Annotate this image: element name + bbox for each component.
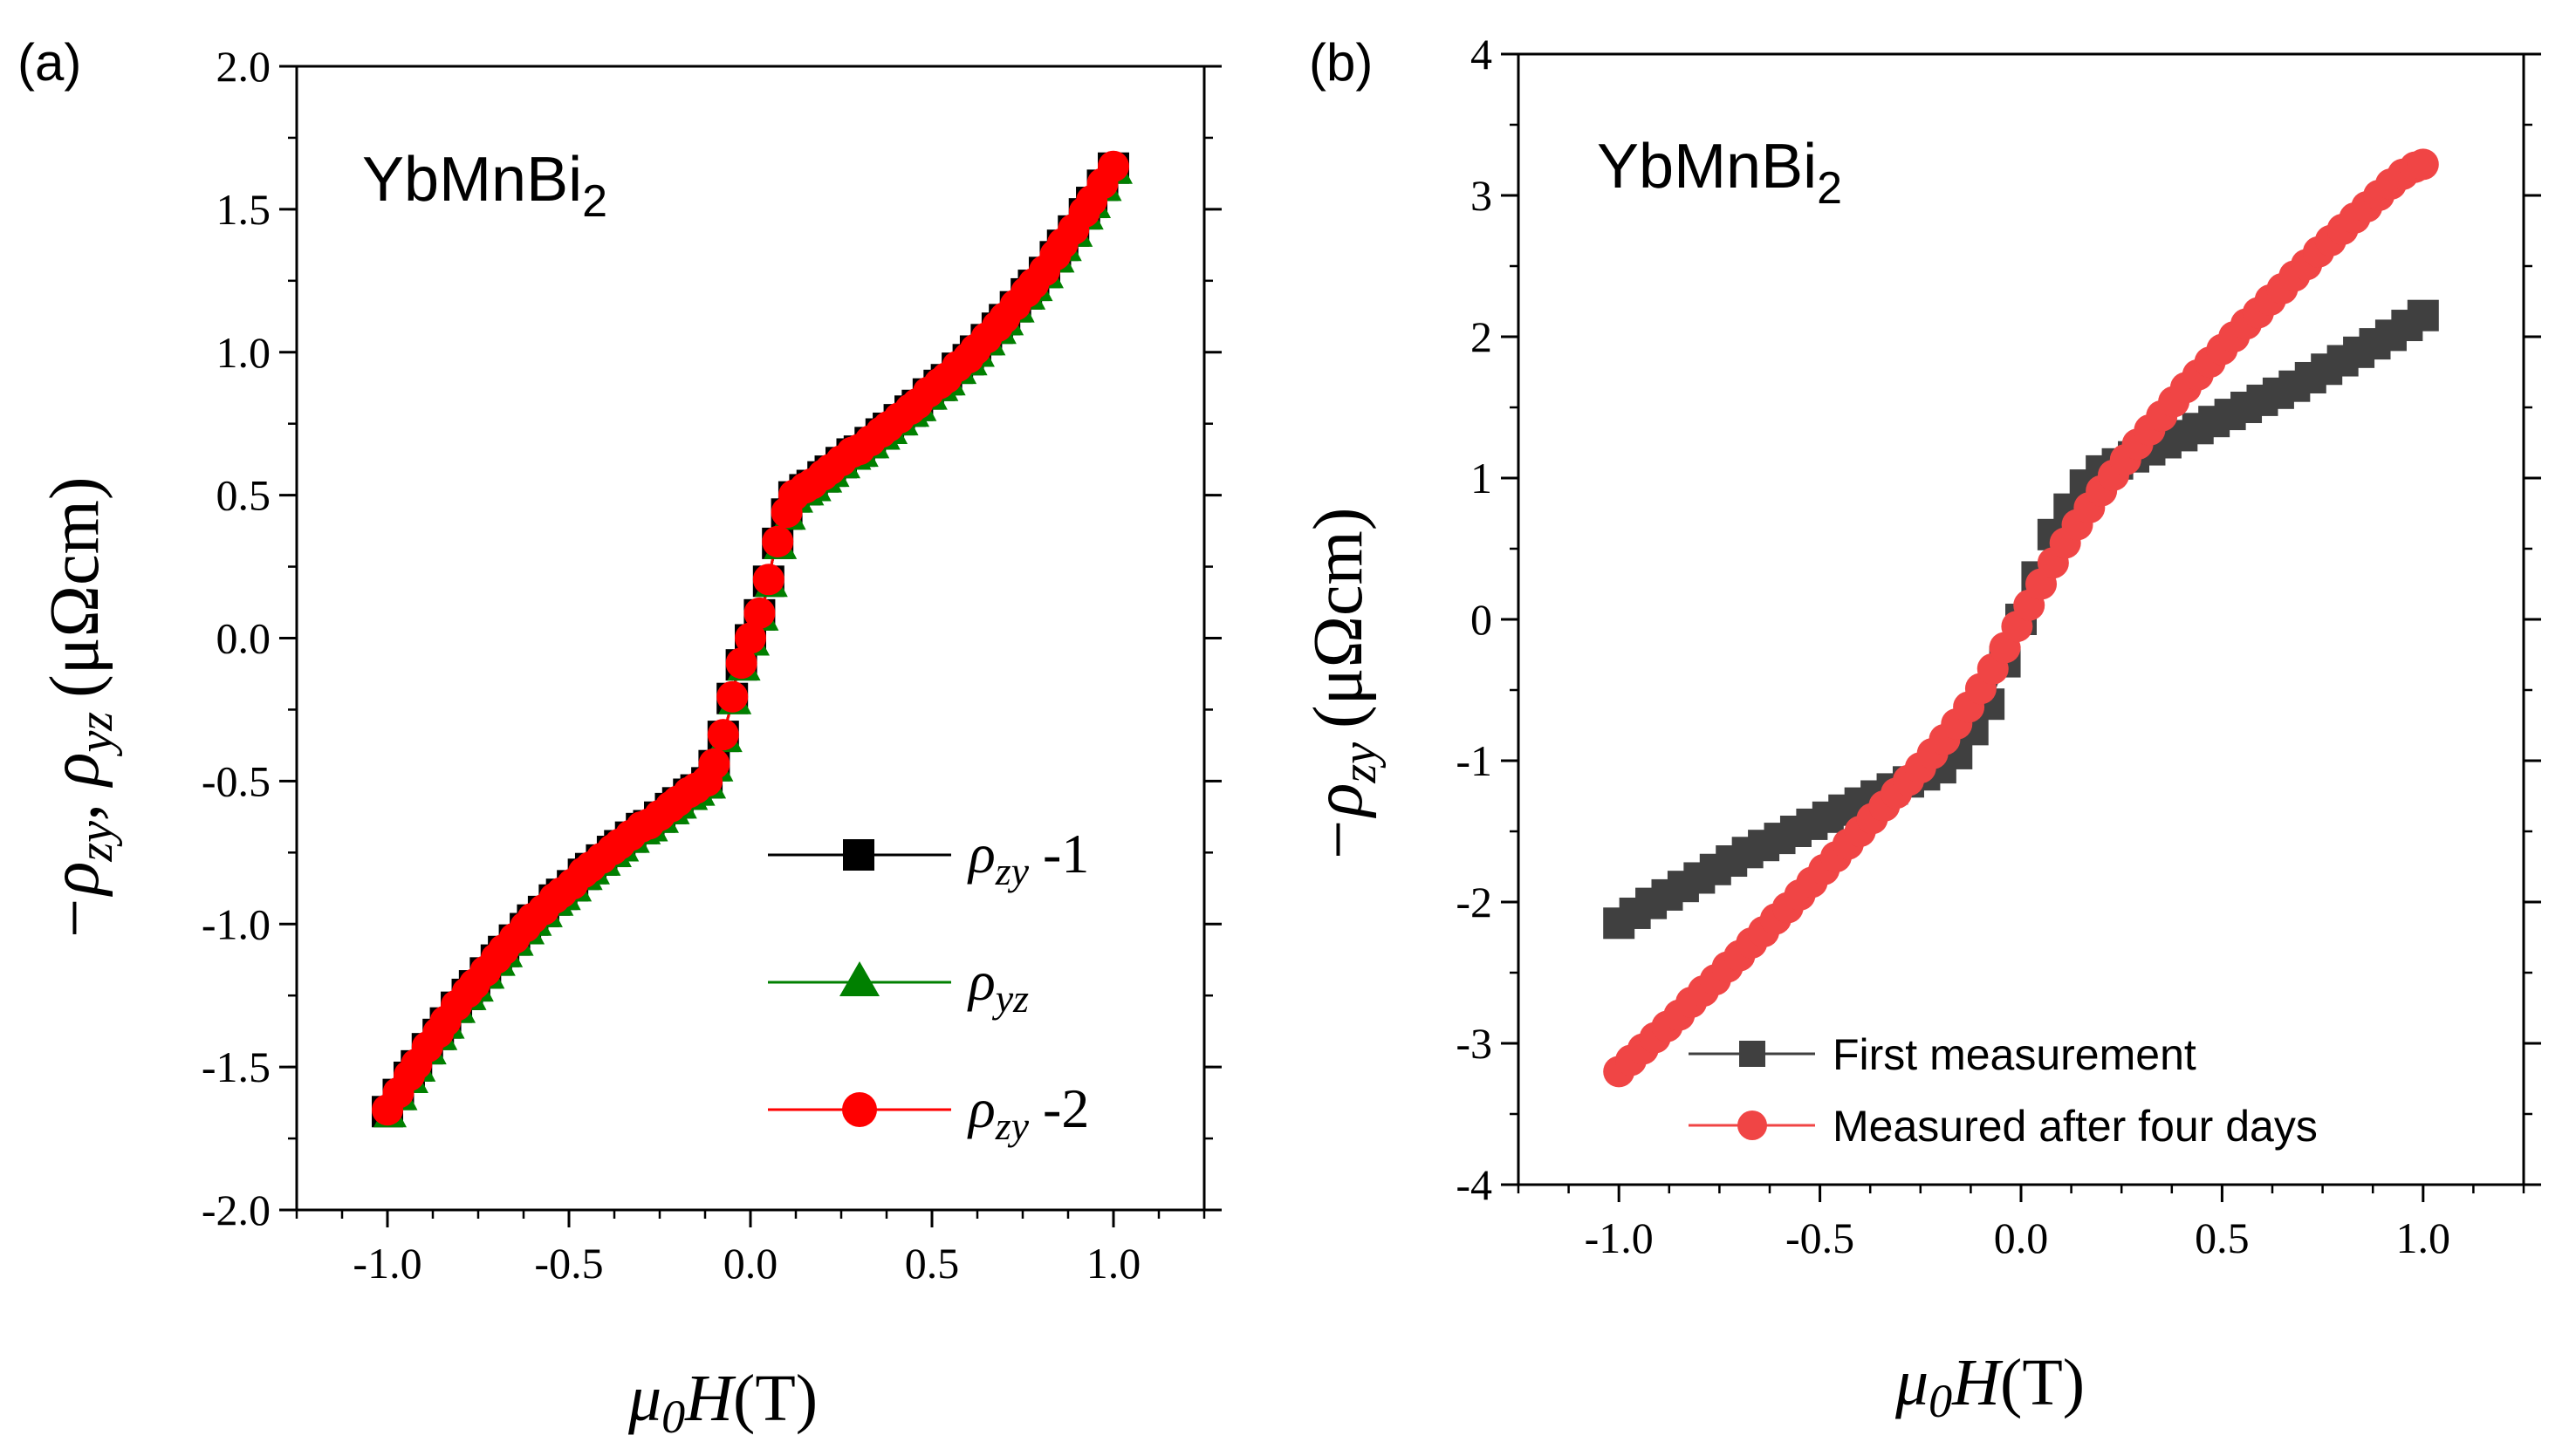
panel-a-plot-area: -1.0 -0.5 0.0 0.5 1.0 -2.0 -1.5 -1.0 -0.5 0.0 0.5 1… — [202, 42, 1222, 1288]
legend-item-rho-yz: ρyz — [768, 950, 1029, 1021]
panel-a-x-axis-title: μ0H(T) — [627, 1362, 818, 1442]
panel-a: (a) -1.0 -0.5 0.0 0.5 1.0 -2.0 -1.5 -1.0 -0.5 0.0… — [17, 33, 1222, 1442]
panel-a-y-tick-label: -2.0 — [202, 1186, 271, 1234]
panel-a-compound-label: YbMnBi2 — [362, 145, 607, 227]
panel-b-x-axis-title: μ0H(T) — [1894, 1346, 2085, 1427]
panel-b-compound-label: YbMnBi2 — [1597, 132, 1842, 214]
panel-a-x-tick-label: 0.0 — [723, 1239, 778, 1288]
panel-a-x-tick-label: 1.0 — [1086, 1239, 1141, 1288]
panel-a-circle-point — [698, 748, 730, 780]
legend-item-rho-zy-2: ρzy -2 — [768, 1077, 1089, 1148]
panel-a-circle-point — [725, 647, 757, 680]
legend-circle-marker — [1737, 1111, 1767, 1140]
panel-a-circle-point — [752, 564, 784, 596]
panel-b-y-tick-label: 4 — [1470, 30, 1492, 79]
panel-b-y-tick-label: -3 — [1456, 1019, 1492, 1068]
legend-label-rho-zy-1: ρzy -1 — [967, 823, 1089, 893]
legend-square-marker — [1739, 1041, 1765, 1067]
panel-a-y-tick-label: 1.5 — [216, 185, 271, 234]
panel-a-y-tick-label: -0.5 — [202, 756, 271, 805]
panel-a-circle-point — [735, 622, 766, 654]
panel-b-y-tick-label: 3 — [1470, 171, 1492, 220]
panel-a-y-tick-label: 0.5 — [216, 471, 271, 520]
panel-b-x-tick-label: 0.0 — [1994, 1213, 2049, 1262]
panel-b-four-days-point — [2407, 148, 2439, 181]
legend-circle-marker — [842, 1092, 877, 1127]
panel-a-y-tick-label: 2.0 — [216, 42, 271, 91]
panel-a-circle-point — [743, 597, 776, 629]
panel-a-y-tick-label: -1.0 — [202, 899, 271, 948]
panel-a-circle-point — [1098, 150, 1129, 182]
panel-a-x-tick-label: -0.5 — [534, 1239, 603, 1288]
panel-b-x-tick-label: -0.5 — [1785, 1213, 1854, 1262]
panel-a-x-tick-label: 0.5 — [905, 1239, 960, 1288]
panel-a-y-axis-title: −ρzy, ρyz(μΩcm) — [37, 477, 123, 942]
panel-b: (b) -1.0 -0.5 0.0 0.5 1.0 -4 -3 -2 -1 0 1 2 3 4 YbMnB… — [1300, 30, 2541, 1427]
panel-b-legend: First measurement Measured after four da… — [1689, 1030, 2318, 1151]
panel-b-y-tick-label: -4 — [1456, 1160, 1492, 1209]
legend-item-first-measurement: First measurement — [1689, 1030, 2196, 1079]
panel-a-label: (a) — [17, 33, 81, 92]
legend-square-marker — [843, 839, 874, 871]
panel-b-y-tick-label: 1 — [1470, 454, 1492, 502]
panel-b-y-tick-label: -2 — [1456, 878, 1492, 926]
panel-b-y-tick-label: 0 — [1470, 595, 1492, 644]
panel-b-plot-area: -1.0 -0.5 0.0 0.5 1.0 -4 -3 -2 -1 0 1 2 3 4 — [1456, 30, 2541, 1262]
panel-a-circle-point — [762, 525, 794, 557]
panel-b-x-tick-label: 1.0 — [2396, 1213, 2451, 1262]
panel-b-y-tick-label: -1 — [1456, 736, 1492, 785]
legend-item-measured-after-four-days: Measured after four days — [1689, 1102, 2318, 1151]
panel-a-y-tick-label: 1.0 — [216, 328, 271, 377]
panel-a-x-tick-label: -1.0 — [353, 1239, 421, 1288]
legend-item-rho-zy-1: ρzy -1 — [768, 823, 1089, 893]
panel-a-y-tick-label: -1.5 — [202, 1042, 271, 1091]
panel-b-label: (b) — [1309, 33, 1373, 92]
legend-label-rho-yz: ρyz — [967, 950, 1029, 1021]
panel-a-legend: ρzy -1 ρyz ρzy -2 — [768, 823, 1089, 1148]
panel-b-x-tick-label: 0.5 — [2195, 1213, 2250, 1262]
legend-label-measured-after-four-days: Measured after four days — [1833, 1102, 2318, 1151]
panel-b-x-tick-label: -1.0 — [1585, 1213, 1654, 1262]
legend-label-rho-zy-2: ρzy -2 — [967, 1077, 1089, 1148]
panel-a-y-tick-label: 0.0 — [216, 614, 271, 663]
panel-b-first-measurement-point — [2407, 299, 2439, 331]
legend-label-first-measurement: First measurement — [1833, 1030, 2196, 1079]
panel-b-y-tick-label: 2 — [1470, 312, 1492, 361]
panel-a-circle-point — [716, 680, 749, 713]
panel-b-y-axis-title: −ρzy(μΩcm) — [1300, 508, 1387, 864]
legend-triangle-marker — [839, 961, 880, 996]
panel-a-circle-point — [707, 719, 739, 751]
